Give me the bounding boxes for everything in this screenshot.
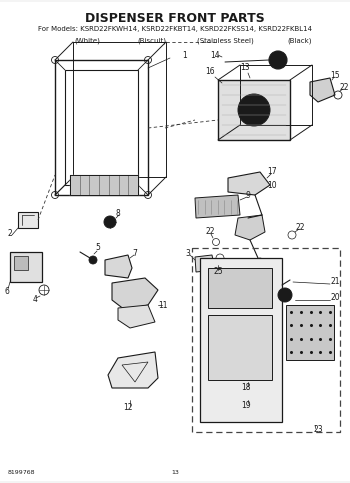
- Text: For Models: KSRD22FKWH14, KSRD22FKBT14, KSRD22FKSS14, KSRD22FKBL14: For Models: KSRD22FKWH14, KSRD22FKBT14, …: [38, 26, 312, 32]
- Text: 8199768: 8199768: [8, 470, 35, 475]
- Text: 9: 9: [246, 190, 251, 199]
- Text: 12: 12: [123, 403, 133, 412]
- Text: 1: 1: [183, 51, 187, 59]
- Text: 18: 18: [241, 384, 251, 393]
- Polygon shape: [10, 252, 42, 282]
- Circle shape: [278, 288, 292, 302]
- Text: 19: 19: [241, 400, 251, 410]
- Polygon shape: [118, 305, 155, 328]
- Polygon shape: [18, 212, 38, 228]
- Text: DISPENSER FRONT PARTS: DISPENSER FRONT PARTS: [85, 12, 265, 25]
- Text: 23: 23: [313, 426, 323, 435]
- Text: 15: 15: [330, 71, 340, 80]
- Text: 4: 4: [33, 296, 37, 304]
- Text: 5: 5: [96, 243, 100, 253]
- Polygon shape: [195, 195, 240, 218]
- Text: 3: 3: [186, 248, 190, 257]
- Text: 13: 13: [171, 470, 179, 475]
- Polygon shape: [208, 268, 272, 308]
- Text: 6: 6: [5, 287, 9, 297]
- Text: (White): (White): [74, 38, 100, 44]
- Text: 22: 22: [205, 227, 215, 237]
- Polygon shape: [195, 255, 215, 272]
- Circle shape: [104, 216, 116, 228]
- Text: (Stainless Steel): (Stainless Steel): [197, 38, 253, 44]
- Polygon shape: [200, 258, 282, 422]
- Polygon shape: [70, 175, 138, 195]
- Circle shape: [269, 51, 287, 69]
- Text: 14: 14: [210, 51, 220, 59]
- Polygon shape: [286, 305, 334, 360]
- Polygon shape: [228, 172, 270, 195]
- Polygon shape: [310, 78, 335, 102]
- Text: 20: 20: [330, 294, 340, 302]
- Circle shape: [238, 94, 270, 126]
- Circle shape: [89, 256, 97, 264]
- Polygon shape: [105, 255, 132, 278]
- Polygon shape: [218, 80, 290, 140]
- Polygon shape: [235, 215, 265, 240]
- Text: (Black): (Black): [288, 38, 312, 44]
- Text: 2: 2: [8, 228, 12, 238]
- Text: 13: 13: [240, 63, 250, 72]
- Polygon shape: [14, 256, 28, 270]
- Text: (Biscuit): (Biscuit): [138, 38, 167, 44]
- Polygon shape: [208, 315, 272, 380]
- Polygon shape: [108, 352, 158, 388]
- Text: 16: 16: [205, 68, 215, 76]
- Text: 11: 11: [158, 300, 168, 310]
- Polygon shape: [112, 278, 158, 310]
- Text: 21: 21: [330, 278, 340, 286]
- Text: 8: 8: [116, 209, 120, 217]
- Text: 22: 22: [295, 224, 305, 232]
- Text: 17: 17: [267, 168, 277, 176]
- Text: 7: 7: [133, 248, 138, 257]
- Text: 10: 10: [267, 181, 277, 189]
- Text: 25: 25: [213, 268, 223, 276]
- Text: 22: 22: [339, 84, 349, 93]
